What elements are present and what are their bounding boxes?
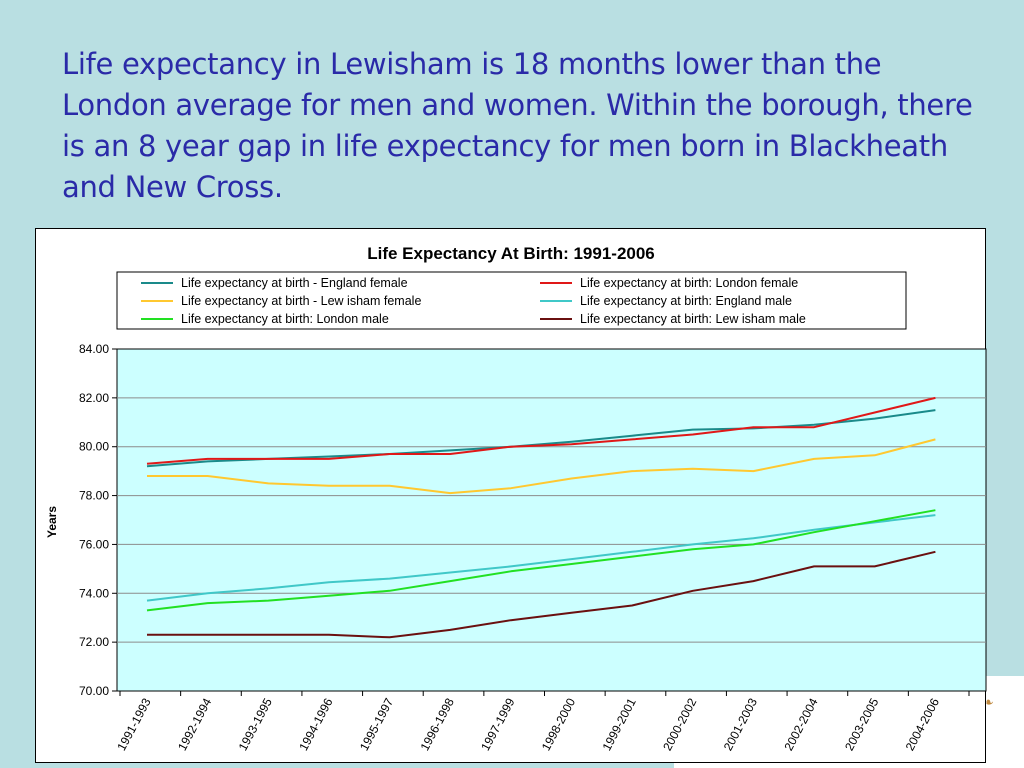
legend-item: Life expectancy at birth: Lew isham male (540, 312, 806, 326)
series-lines (146, 396, 936, 639)
legend-label: Life expectancy at birth: England male (580, 294, 792, 308)
x-tick-label: 2002-2004 (781, 696, 820, 754)
legend-label: Life expectancy at birth - England femal… (181, 276, 408, 290)
series-line-6 (147, 550, 936, 639)
chart-title: Life Expectancy At Birth: 1991-2006 (367, 244, 655, 263)
x-tick-label: 2004-2006 (903, 696, 942, 754)
series-line-2 (146, 396, 936, 465)
y-axis: 84.00 82.00 80.00 78.00 76.00 74.00 72.00 70.00 (79, 342, 117, 698)
plot-area (116, 348, 987, 692)
chart-frame: Life Expectancy At Birth: 1991-2006 Life… (35, 228, 987, 763)
legend-label: Life expectancy at birth: Lew isham male (580, 312, 806, 326)
y-tick-label: 80.00 (79, 440, 109, 454)
legend-label: Life expectancy at birth - Lew isham fem… (181, 294, 421, 308)
legend-label: Life expectancy at birth: London female (580, 276, 798, 290)
legend-item: Life expectancy at birth: London female (540, 276, 798, 290)
legend-item: Life expectancy at birth - Lew isham fem… (141, 294, 421, 308)
x-tick-label: 2000-2002 (660, 696, 699, 754)
life-expectancy-chart: Life Expectancy At Birth: 1991-2006 Life… (45, 244, 987, 754)
y-tick-label: 84.00 (79, 342, 109, 356)
y-tick-label: 78.00 (79, 489, 109, 503)
legend-label: Life expectancy at birth: London male (181, 312, 389, 326)
legend-box (116, 271, 907, 330)
x-tick-label: 1997-1999 (478, 696, 517, 754)
x-tick-label: 1994-1996 (296, 696, 335, 754)
y-tick-label: 70.00 (79, 684, 109, 698)
legend: Life expectancy at birth - England femal… (141, 276, 806, 326)
series-line-4 (146, 514, 936, 602)
y-tick-label: 72.00 (79, 635, 109, 649)
x-tick-label: 1991-1993 (114, 696, 153, 754)
x-axis: 1991-1993 1992-1994 1993-1995 1994-1996 1995… (114, 691, 970, 754)
logo-fragment-icon: ❧ (982, 695, 994, 711)
x-tick-label: 1995-1997 (357, 696, 396, 754)
x-tick-label: 1993-1995 (236, 696, 275, 754)
x-tick-label: 2001-2003 (721, 696, 760, 754)
x-tick-label: 1999-2001 (599, 696, 638, 754)
gridlines (117, 397, 986, 643)
y-tick-label: 82.00 (79, 391, 109, 405)
y-tick-label: 76.00 (79, 537, 109, 551)
legend-item: Life expectancy at birth: London male (141, 312, 389, 326)
x-tick-label: 1998-2000 (539, 696, 578, 754)
x-tick-label: 1996-1998 (418, 696, 457, 754)
legend-item: Life expectancy at birth: England male (540, 294, 792, 308)
x-tick-label: 1992-1994 (175, 696, 214, 754)
x-tick-label: 2003-2005 (842, 696, 881, 754)
slide-headline: Life expectancy in Lewisham is 18 months… (62, 47, 973, 204)
y-axis-label: Years (45, 506, 59, 538)
y-tick-label: 74.00 (79, 586, 109, 600)
series-line-5 (146, 509, 936, 612)
legend-item: Life expectancy at birth - England femal… (141, 276, 408, 290)
series-line-3 (147, 438, 936, 495)
